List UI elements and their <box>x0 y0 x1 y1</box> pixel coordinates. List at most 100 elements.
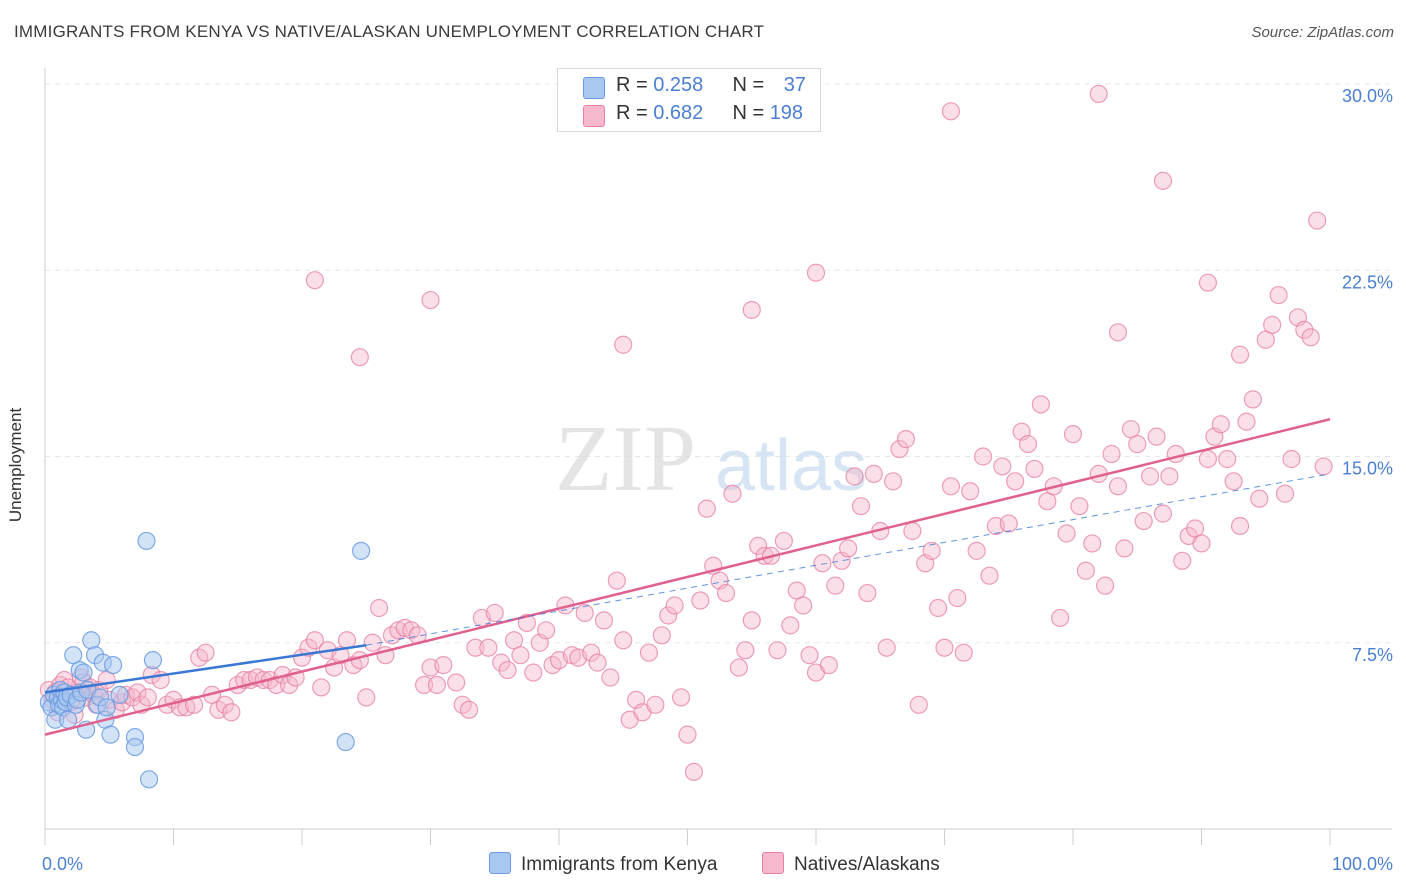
natives-point <box>691 591 710 610</box>
natives-point <box>614 631 633 650</box>
natives-point <box>1269 285 1288 305</box>
natives-point <box>1018 434 1038 454</box>
natives-point <box>614 335 633 354</box>
natives-point <box>1140 467 1160 486</box>
natives-point <box>954 643 973 662</box>
chart-source: Source: ZipAtlas.com <box>1251 24 1394 41</box>
natives-point <box>1308 211 1327 230</box>
natives-point <box>511 646 530 665</box>
natives-point <box>909 695 928 714</box>
kenya-point <box>139 770 159 789</box>
natives-point <box>1089 84 1108 104</box>
x-tick-label: 100.0% <box>1332 854 1393 874</box>
legend-r-label: R = <box>616 74 654 96</box>
chart-title: IMMIGRANTS FROM KENYA VS NATIVE/ALASKAN … <box>14 22 765 41</box>
stats-legend: R = 0.258 N = 37 R = 0.682 N = 198 <box>557 68 821 132</box>
natives-point <box>607 571 626 590</box>
natives-point <box>794 596 813 615</box>
natives-point <box>1115 539 1134 558</box>
natives-point <box>851 497 871 516</box>
y-tick-label: 15.0% <box>1342 459 1393 479</box>
natives-point <box>652 626 671 645</box>
natives-point <box>1096 576 1115 595</box>
kenya-point <box>110 685 129 705</box>
natives-point <box>781 616 800 635</box>
kenya-point <box>336 732 355 752</box>
natives-point <box>305 631 324 650</box>
natives-point <box>646 695 665 714</box>
natives-point <box>350 348 369 367</box>
natives-point <box>215 695 234 714</box>
kenya-points <box>39 531 371 789</box>
natives-point <box>1275 484 1295 503</box>
natives-point <box>370 598 389 618</box>
natives-point <box>896 430 916 449</box>
natives-point <box>858 583 877 603</box>
kenya-point <box>143 651 163 670</box>
kenya-trend-line <box>44 643 367 694</box>
watermark-zip: ZIP <box>555 407 696 511</box>
natives-point <box>1198 449 1218 469</box>
natives-point <box>1198 273 1218 292</box>
natives-point <box>427 675 447 695</box>
natives-point <box>903 521 922 541</box>
kenya-point <box>97 698 116 717</box>
natives-point <box>723 484 742 503</box>
natives-point <box>1282 449 1301 469</box>
natives-point <box>1031 395 1050 414</box>
natives-point <box>524 663 543 682</box>
natives-point <box>1166 444 1185 464</box>
kenya-point <box>125 737 145 757</box>
natives-point <box>421 290 440 310</box>
kenya-point <box>352 541 371 560</box>
natives-point <box>941 477 961 496</box>
natives-point <box>883 472 903 491</box>
natives-point <box>890 439 909 459</box>
legend-n-label: N = <box>732 102 770 124</box>
natives-point <box>697 499 716 518</box>
natives-point <box>864 464 883 483</box>
natives-point <box>928 598 948 618</box>
natives-point <box>1218 449 1237 469</box>
legend-n-value-natives: 198 <box>769 102 804 124</box>
natives-point <box>999 514 1018 533</box>
natives-point <box>742 611 761 630</box>
legend-r-label: R = <box>616 102 654 124</box>
natives-point <box>819 655 838 675</box>
natives-point <box>1108 323 1128 342</box>
bottom-legend-label-kenya: Immigrants from Kenya <box>521 854 718 875</box>
natives-point <box>1076 561 1095 580</box>
natives-point <box>305 271 324 290</box>
natives-point <box>594 611 614 630</box>
natives-point <box>774 531 793 551</box>
legend-r-value-kenya: 0.258 <box>653 74 704 96</box>
natives-point <box>1147 427 1166 446</box>
bottom-legend-natives: Natives/Alaskans <box>762 852 940 876</box>
natives-point <box>466 638 485 657</box>
bottom-legend-swatch-natives <box>762 852 784 874</box>
natives-point <box>414 675 434 695</box>
natives-point <box>1224 472 1243 491</box>
natives-point <box>993 457 1012 476</box>
natives-point <box>434 655 453 675</box>
natives-point <box>1153 504 1173 523</box>
natives-point <box>716 583 736 603</box>
kenya-point <box>74 663 93 682</box>
natives-point <box>665 596 684 615</box>
legend-n-value-kenya: 37 <box>783 74 806 96</box>
natives-point <box>1173 551 1192 570</box>
natives-point <box>684 762 704 781</box>
natives-point <box>1108 477 1128 496</box>
natives-point <box>485 603 504 623</box>
natives-point <box>800 646 819 665</box>
natives-point <box>447 673 466 692</box>
natives-point <box>267 675 286 695</box>
natives-point <box>742 300 761 320</box>
y-tick-label: 7.5% <box>1352 645 1393 665</box>
natives-point <box>749 536 768 556</box>
natives-point <box>948 588 967 608</box>
natives-point <box>222 703 241 722</box>
natives-point <box>973 447 993 466</box>
natives-point <box>357 688 376 707</box>
